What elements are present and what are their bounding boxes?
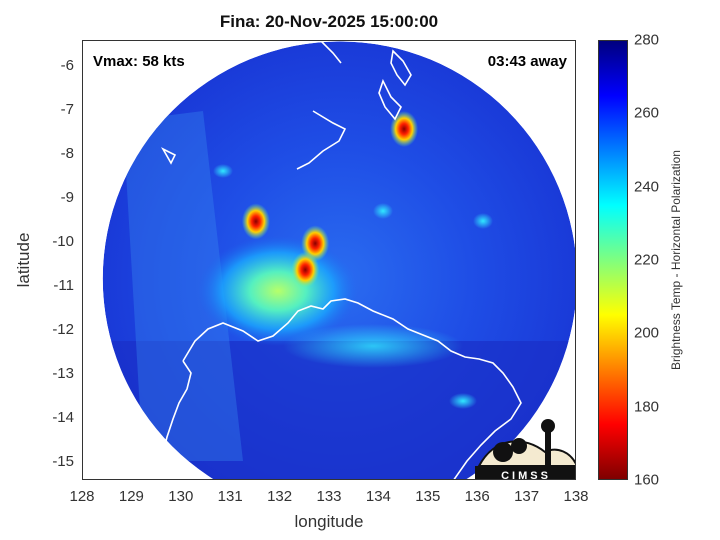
- x-tick-label: 134: [365, 488, 391, 505]
- x-tick-label: 128: [69, 488, 95, 505]
- colorbar-tick-label: 200: [634, 324, 660, 342]
- y-tick-label: -6: [60, 57, 74, 75]
- y-tick-label: -15: [52, 453, 74, 471]
- cimss-logo: CIMSS: [475, 419, 575, 480]
- y-tick-label: -10: [52, 233, 74, 251]
- y-tick-label: -13: [52, 365, 74, 383]
- x-tick-label: 136: [464, 488, 490, 505]
- brightness-temperature-map: CIMSS: [83, 41, 575, 480]
- satellite-swath: [102, 41, 575, 479]
- colorbar-tick-label: 180: [634, 398, 660, 416]
- y-tick-label: -14: [52, 409, 74, 427]
- colorbar-tick-label: 240: [634, 178, 660, 196]
- x-tick-label: 130: [168, 488, 194, 505]
- x-tick-label: 135: [415, 488, 441, 505]
- colorbar-tick-label: 160: [634, 471, 660, 489]
- cold-spot-1: [241, 203, 270, 240]
- colorbar-tick-label: 220: [634, 251, 660, 269]
- y-tick-label: -7: [60, 101, 74, 119]
- cimss-logo-text: CIMSS: [501, 470, 551, 480]
- colorbar-label: Brightness Temp - Horizontal Polarizatio…: [669, 150, 683, 370]
- colorbar: [598, 40, 628, 480]
- x-axis-label: longitude: [294, 512, 364, 531]
- colorbar-tick-label: 260: [634, 104, 660, 122]
- x-tick-label: 132: [267, 488, 293, 505]
- y-tick-label: -12: [52, 321, 74, 339]
- y-axis-label: latitude: [14, 232, 33, 288]
- coastline-outlines: [83, 41, 575, 479]
- cold-spot-4: [390, 111, 419, 147]
- x-tick-label: 137: [514, 488, 540, 505]
- x-tick-label: 133: [316, 488, 342, 505]
- y-tick-label: -9: [60, 189, 74, 207]
- x-tick-label: 131: [217, 488, 243, 505]
- y-tick-label: -11: [53, 277, 74, 295]
- y-tick-label: -8: [60, 145, 74, 163]
- x-tick-label: 129: [118, 488, 144, 505]
- time-away-label: 03:43 away: [487, 53, 567, 70]
- cold-spot-3: [291, 251, 320, 288]
- map-plot-area: CIMSS Vmax: 58 kts 03:43 away: [82, 40, 576, 480]
- x-tick-label: 138: [563, 488, 589, 505]
- colorbar-tick-label: 280: [634, 31, 660, 49]
- map-title: Fina: 20-Nov-2025 15:00:00: [219, 12, 439, 31]
- vmax-label: Vmax: 58 kts: [93, 53, 185, 70]
